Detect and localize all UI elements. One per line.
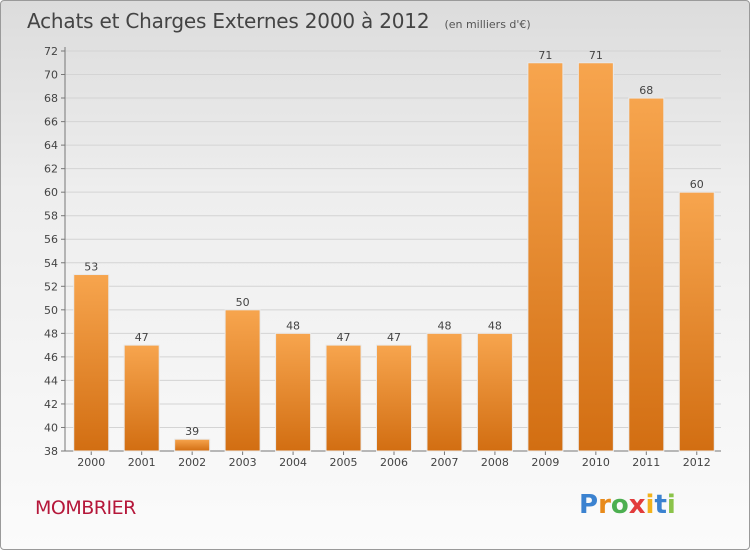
data-label-2004: 48 xyxy=(286,319,300,332)
y-tick-label: 48 xyxy=(44,327,58,340)
data-label-2000: 53 xyxy=(84,261,98,274)
data-label-2005: 47 xyxy=(337,331,351,344)
data-label-2012: 60 xyxy=(690,178,704,191)
data-label-2008: 48 xyxy=(488,319,502,332)
data-label-2009: 71 xyxy=(538,49,552,62)
y-tick-label: 44 xyxy=(44,374,58,387)
y-tick-label: 56 xyxy=(44,233,58,246)
x-tick-label-2010: 2010 xyxy=(582,456,610,469)
x-tick-label-2003: 2003 xyxy=(229,456,257,469)
data-label-2006: 47 xyxy=(387,331,401,344)
y-tick-label: 40 xyxy=(44,421,58,434)
y-tick-label: 64 xyxy=(44,139,58,152)
place-name: MOMBRIER xyxy=(35,497,136,519)
y-tick-label: 58 xyxy=(44,210,58,223)
y-tick-label: 46 xyxy=(44,351,58,364)
data-label-2003: 50 xyxy=(236,296,250,309)
data-labels: 53 47 39 50 48 47 47 48 48 71 71 68 60 xyxy=(84,49,704,438)
y-tick-label: 66 xyxy=(44,116,58,129)
y-tick-label: 50 xyxy=(44,304,58,317)
bar-2001 xyxy=(123,344,160,452)
bar-2002 xyxy=(174,438,211,452)
y-tick-label: 70 xyxy=(44,69,58,82)
bar-2009 xyxy=(527,62,564,452)
x-tick-label-2009: 2009 xyxy=(531,456,559,469)
title-row: Achats et Charges Externes 2000 à 2012 (… xyxy=(27,9,531,33)
x-tick-label-2012: 2012 xyxy=(683,456,711,469)
x-tick-label-2007: 2007 xyxy=(430,456,458,469)
x-tick-label-2001: 2001 xyxy=(128,456,156,469)
x-tick-label-2004: 2004 xyxy=(279,456,307,469)
chart-title: Achats et Charges Externes 2000 à 2012 xyxy=(27,9,430,33)
bar-2005 xyxy=(325,344,362,452)
bar-2000 xyxy=(73,274,110,452)
y-tick-label: 72 xyxy=(44,45,58,58)
y-tick-label: 60 xyxy=(44,186,58,199)
y-tick-label: 54 xyxy=(44,257,58,270)
bar-2006 xyxy=(376,344,412,452)
y-tick-label: 42 xyxy=(44,398,58,411)
y-tick-label: 52 xyxy=(44,280,58,293)
data-label-2001: 47 xyxy=(135,331,149,344)
data-label-2011: 68 xyxy=(639,84,653,97)
bars xyxy=(73,62,715,452)
y-tick-label: 38 xyxy=(44,445,58,458)
bar-2012 xyxy=(678,191,715,452)
x-tick-label-2005: 2005 xyxy=(330,456,358,469)
chart-subtitle: (en milliers d'€) xyxy=(444,18,531,31)
x-tick-label-2002: 2002 xyxy=(178,456,206,469)
proxiti-logo[interactable]: Proxiti xyxy=(579,490,676,520)
x-tick-label-2008: 2008 xyxy=(481,456,509,469)
x-tick-label-2000: 2000 xyxy=(77,456,105,469)
data-label-2002: 39 xyxy=(185,425,199,438)
bar-2010 xyxy=(577,62,614,452)
bar-2008 xyxy=(476,332,513,452)
bar-2004 xyxy=(275,332,312,452)
x-tick-label-2011: 2011 xyxy=(632,456,660,469)
bar-2003 xyxy=(224,309,261,452)
x-tick-label-2006: 2006 xyxy=(380,456,408,469)
y-tick-label: 68 xyxy=(44,92,58,105)
y-tick-label: 62 xyxy=(44,163,58,176)
data-label-2010: 71 xyxy=(589,49,603,62)
bar-2011 xyxy=(628,97,665,452)
data-label-2007: 48 xyxy=(437,319,451,332)
bar-2007 xyxy=(426,332,463,452)
